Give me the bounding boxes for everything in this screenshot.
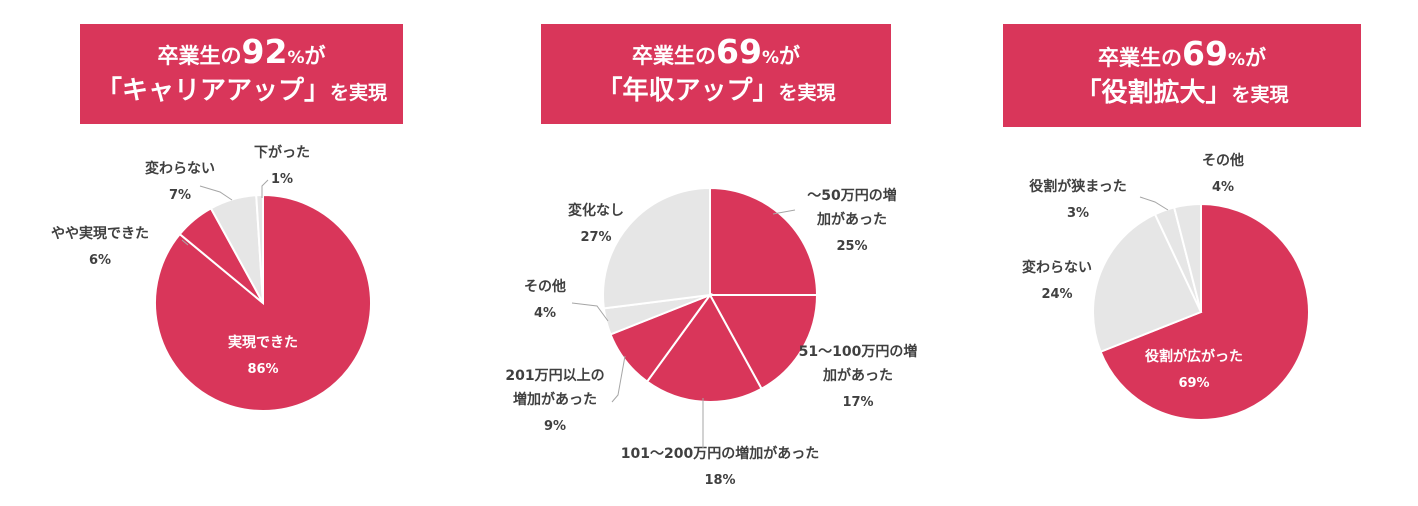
- chart1-label-1: 実現できた 86%: [228, 334, 298, 377]
- chart1-header: 卒業生の92%が 「キャリアアップ」を実現: [80, 24, 403, 124]
- chart1-label-2: やや実現できた 6%: [51, 225, 149, 268]
- header-prefix: 卒業生の: [632, 44, 716, 68]
- chart1-leader-line: [181, 239, 189, 246]
- header-line1: 卒業生の69%が: [1098, 37, 1266, 75]
- header-suffix: が: [778, 44, 800, 68]
- chart2-value-label: 4%: [534, 306, 556, 321]
- chart1-value-label: 1%: [271, 172, 293, 187]
- chart1-leader-line: [261, 179, 269, 198]
- chart2-label-text: 〜50万円の増: [807, 187, 896, 204]
- chart2-label-text: 増加があった: [513, 391, 597, 408]
- header-line2-main: 「キャリアアップ」: [95, 76, 330, 106]
- chart2-label-3: 101〜200万円の増加があった 18%: [621, 445, 819, 488]
- header-prefix: 卒業生の: [157, 44, 242, 68]
- chart2-slice-1: [709, 186, 819, 296]
- chart1-value-label: 7%: [169, 188, 191, 203]
- chart2-value-label: 9%: [544, 419, 566, 434]
- chart2-label-text: 201万円以上の: [505, 368, 604, 384]
- chart3-value-label: 69%: [1178, 376, 1209, 391]
- chart3-label-2: 変わらない 24%: [1022, 259, 1092, 302]
- chart1-label-text: 実現できた: [228, 334, 298, 351]
- chart3-value-label: 3%: [1067, 206, 1089, 221]
- chart2-label-text: 変化なし: [568, 202, 624, 219]
- chart3-leader-line: [1139, 196, 1169, 211]
- header-line2-tail: を実現: [1231, 83, 1289, 106]
- chart3-value-label: 4%: [1212, 180, 1234, 195]
- chart2-label-5: その他 4%: [524, 278, 566, 321]
- header-line2: 「キャリアアップ」を実現: [96, 73, 387, 111]
- header-line2-tail: を実現: [778, 82, 836, 104]
- header-number: 69: [1182, 33, 1228, 73]
- chart2-value-label: 18%: [704, 473, 735, 488]
- chart2-slice-6: [602, 186, 711, 310]
- chart1-label-text: 変わらない: [145, 160, 215, 177]
- chart1-label-3: 変わらない 7%: [145, 160, 215, 203]
- chart1-slice-4: [255, 193, 264, 304]
- chart2-value-label: 25%: [836, 239, 867, 254]
- chart3-slice-4: [1172, 202, 1202, 313]
- chart2-label-text: 51〜100万円の増: [799, 343, 918, 360]
- chart2-leader-line: [611, 355, 626, 403]
- chart2-leader-line: [772, 209, 796, 215]
- chart3-label-text: 役割が狭まった: [1029, 178, 1126, 195]
- header-suffix: が: [1244, 45, 1266, 70]
- chart1-leader-line: [199, 185, 233, 201]
- chart2-header: 卒業生の69%が 「年収アップ」を実現: [541, 24, 891, 124]
- header-line2-tail: を実現: [330, 82, 388, 104]
- header-number: 92: [241, 32, 288, 71]
- chart3-slice-2: [1092, 212, 1203, 354]
- header-percent: %: [287, 48, 305, 68]
- chart3-label-text: その他: [1202, 152, 1244, 169]
- chart3-label-text: 役割が広がった: [1145, 348, 1243, 365]
- chart3-value-label: 24%: [1041, 287, 1072, 302]
- chart1-value-label: 6%: [89, 253, 111, 268]
- chart2-label-text: その他: [524, 278, 566, 295]
- chart1-label-text: 下がった: [254, 144, 310, 161]
- chart2-label-text: 加があった: [822, 367, 893, 384]
- chart2-slice-2: [708, 294, 819, 391]
- chart3-label-4: その他 4%: [1202, 152, 1244, 195]
- header-percent: %: [1227, 49, 1245, 70]
- chart1-label-4: 下がった 1%: [254, 144, 310, 187]
- header-percent: %: [761, 48, 779, 68]
- chart2-label-6: 変化なし 27%: [568, 202, 624, 245]
- header-line2-main: 「年収アップ」: [596, 76, 779, 106]
- header-number: 69: [716, 32, 762, 71]
- chart1-value-label: 86%: [247, 362, 278, 377]
- chart2-label-text: 101〜200万円の増加があった: [621, 445, 819, 462]
- chart2-leader-line: [571, 302, 609, 322]
- chart3-label-text: 変わらない: [1022, 259, 1092, 276]
- chart1-label-text: やや実現できた: [51, 225, 149, 242]
- chart3-header: 卒業生の69%が 「役割拡大」を実現: [1003, 24, 1361, 127]
- chart3-label-3: 役割が狭まった 3%: [1029, 178, 1126, 221]
- chart2-value-label: 27%: [580, 230, 611, 245]
- header-line1: 卒業生の92%が: [157, 35, 326, 73]
- chart3-slice-1: [1099, 202, 1310, 421]
- header-prefix: 卒業生の: [1098, 45, 1182, 70]
- header-line2: 「役割拡大」を実現: [1075, 75, 1288, 113]
- chart2-value-label: 17%: [842, 395, 873, 410]
- header-line1: 卒業生の69%が: [632, 35, 800, 73]
- chart2-label-text: 加があった: [816, 211, 887, 228]
- header-line2: 「年収アップ」を実現: [596, 73, 835, 111]
- header-suffix: が: [304, 44, 326, 68]
- header-line2-main: 「役割拡大」: [1075, 77, 1232, 108]
- chart3-label-1: 役割が広がった 69%: [1145, 348, 1243, 391]
